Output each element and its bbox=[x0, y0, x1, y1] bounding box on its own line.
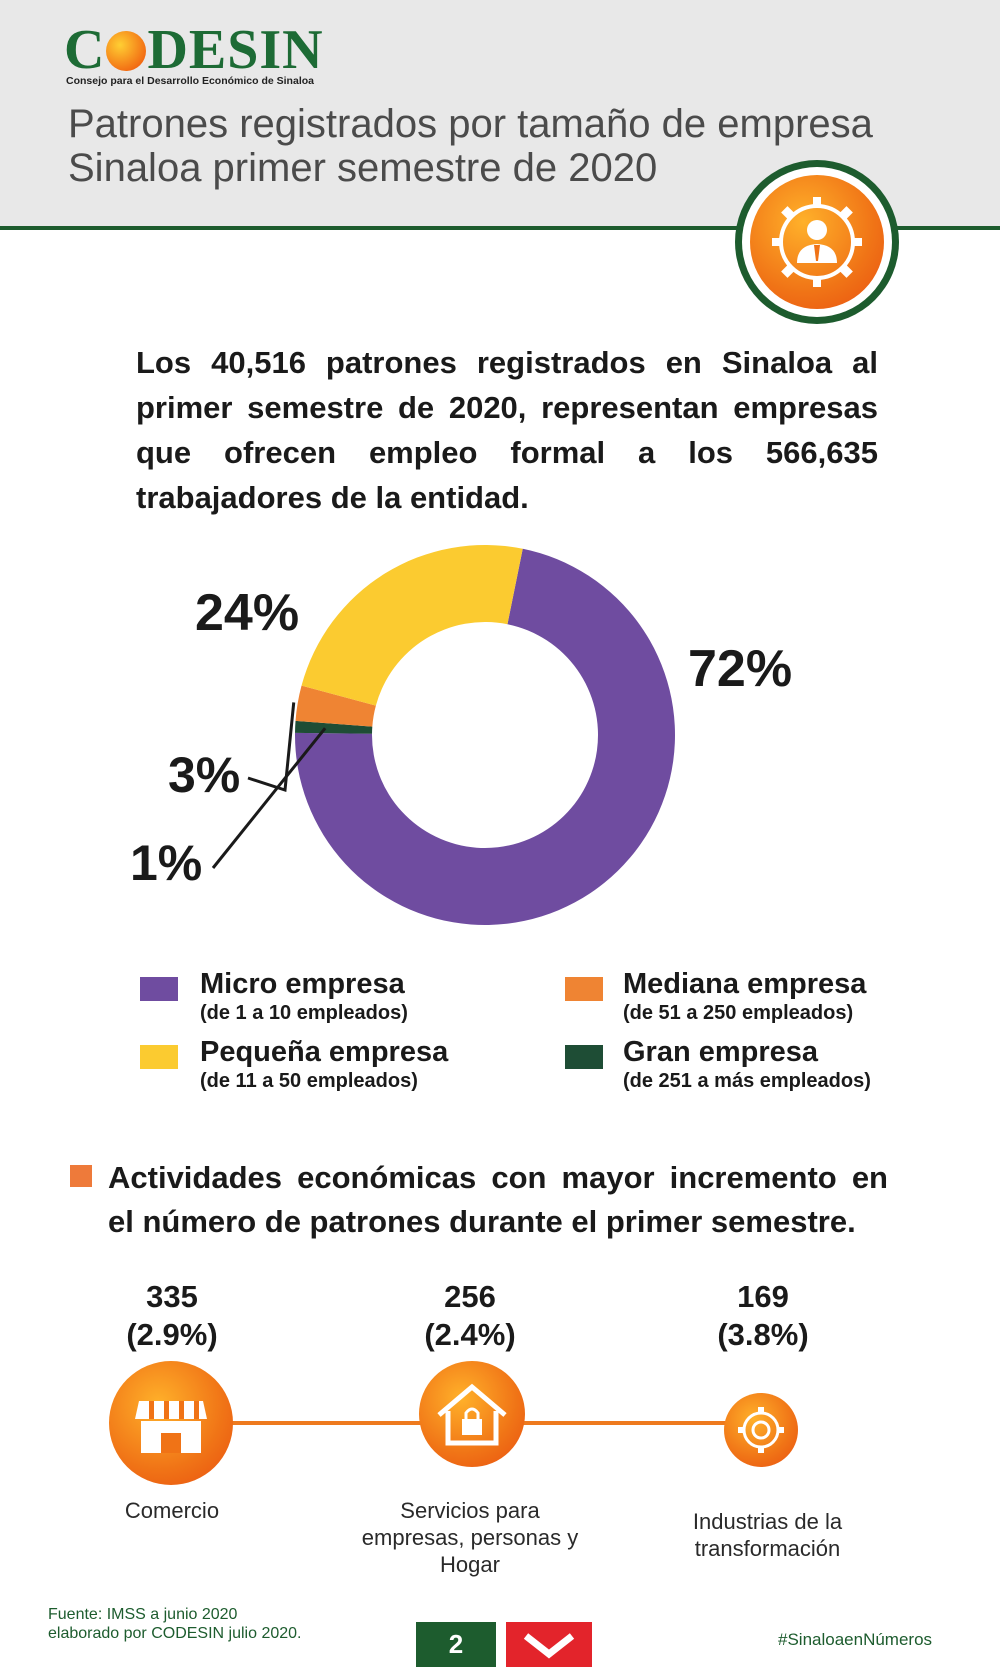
donut-slice-mediana-empresa bbox=[295, 685, 376, 727]
activity-percent: (3.8%) bbox=[717, 1317, 809, 1352]
source-line-1: Fuente: IMSS a junio 2020 bbox=[48, 1606, 238, 1623]
legend-label-gran: Gran empresa bbox=[623, 1036, 819, 1068]
data-label-micro: 72% bbox=[688, 640, 792, 698]
legend-range-gran: (de 251 a más empleados) bbox=[623, 1070, 871, 1092]
title-line-2: Sinaloa primer semestre de 2020 bbox=[68, 146, 658, 190]
section-title: Actividades económicas con mayor increme… bbox=[108, 1160, 888, 1239]
data-label-pequena: 24% bbox=[195, 584, 299, 642]
activity-label-industrias: Industrias de la transformación bbox=[692, 1509, 843, 1561]
gear-icon bbox=[724, 1393, 798, 1467]
activity-label-servicios: Servicios para empresas, personas y Hoga… bbox=[361, 1498, 579, 1577]
activity-label-comercio: Comercio bbox=[124, 1498, 220, 1523]
hashtag: #SinaloaenNúmeros bbox=[778, 1630, 933, 1649]
title-line-1: Patrones registrados por tamaño de empre… bbox=[68, 102, 873, 146]
activity-value-comercio: 335 (2.9%) bbox=[72, 1278, 272, 1354]
activity-count: 335 bbox=[146, 1279, 198, 1314]
activity-count: 169 bbox=[737, 1279, 789, 1314]
legend-label-micro: Micro empresa bbox=[200, 968, 405, 1000]
legend-swatch-pequena bbox=[140, 1045, 178, 1069]
logo-subtitle: Consejo para el Desarrollo Económico de … bbox=[66, 75, 314, 87]
house-lock-icon bbox=[419, 1361, 525, 1467]
legend-range-mediana: (de 51 a 250 empleados) bbox=[623, 1002, 854, 1024]
section-bullet bbox=[70, 1165, 92, 1187]
logo-sun-icon bbox=[106, 31, 147, 71]
donut-slice-gran-empresa bbox=[295, 720, 373, 734]
chevron-down-icon bbox=[523, 1633, 575, 1659]
legend-label-pequena: Pequeña empresa bbox=[200, 1036, 449, 1068]
logo: C DESIN bbox=[64, 19, 324, 81]
data-label-mediana: 3% bbox=[168, 747, 240, 803]
leader-line-mediana bbox=[247, 702, 296, 793]
page-title: Patrones registrados por tamaño de empre… bbox=[68, 102, 873, 190]
legend-range-pequena: (de 11 a 50 empleados) bbox=[200, 1070, 418, 1092]
data-label-gran: 1% bbox=[130, 835, 202, 891]
leader-line-gran bbox=[211, 727, 327, 869]
legend-range-micro: (de 1 a 10 empleados) bbox=[200, 1002, 408, 1024]
intro-text: Los 40,516 patrones registrados en Sinal… bbox=[136, 345, 878, 515]
donut-slice-peque-a-empresa bbox=[301, 545, 523, 706]
donut-chart: 72% 24% 3% 1% bbox=[130, 545, 792, 925]
next-page-button[interactable] bbox=[506, 1622, 592, 1667]
donut-slice-micro-empresa bbox=[295, 548, 675, 925]
source-note: Fuente: IMSS a junio 2020 elaborado por … bbox=[48, 1605, 301, 1643]
header-divider bbox=[0, 226, 1000, 230]
storefront-icon bbox=[109, 1361, 233, 1485]
legend-swatch-mediana bbox=[565, 977, 603, 1001]
legend-swatch-micro bbox=[140, 977, 178, 1001]
legend-swatch-gran bbox=[565, 1045, 603, 1069]
legend-label-mediana: Mediana empresa bbox=[623, 968, 867, 1000]
activity-count: 256 bbox=[444, 1279, 496, 1314]
gear-person-icon bbox=[750, 175, 884, 309]
activity-percent: (2.4%) bbox=[424, 1317, 516, 1352]
activity-value-servicios: 256 (2.4%) bbox=[370, 1278, 570, 1354]
source-line-2: elaborado por CODESIN julio 2020. bbox=[48, 1625, 302, 1642]
activity-percent: (2.9%) bbox=[126, 1317, 218, 1352]
activity-value-industrias: 169 (3.8%) bbox=[663, 1278, 863, 1354]
page-number: 2 bbox=[416, 1622, 496, 1667]
